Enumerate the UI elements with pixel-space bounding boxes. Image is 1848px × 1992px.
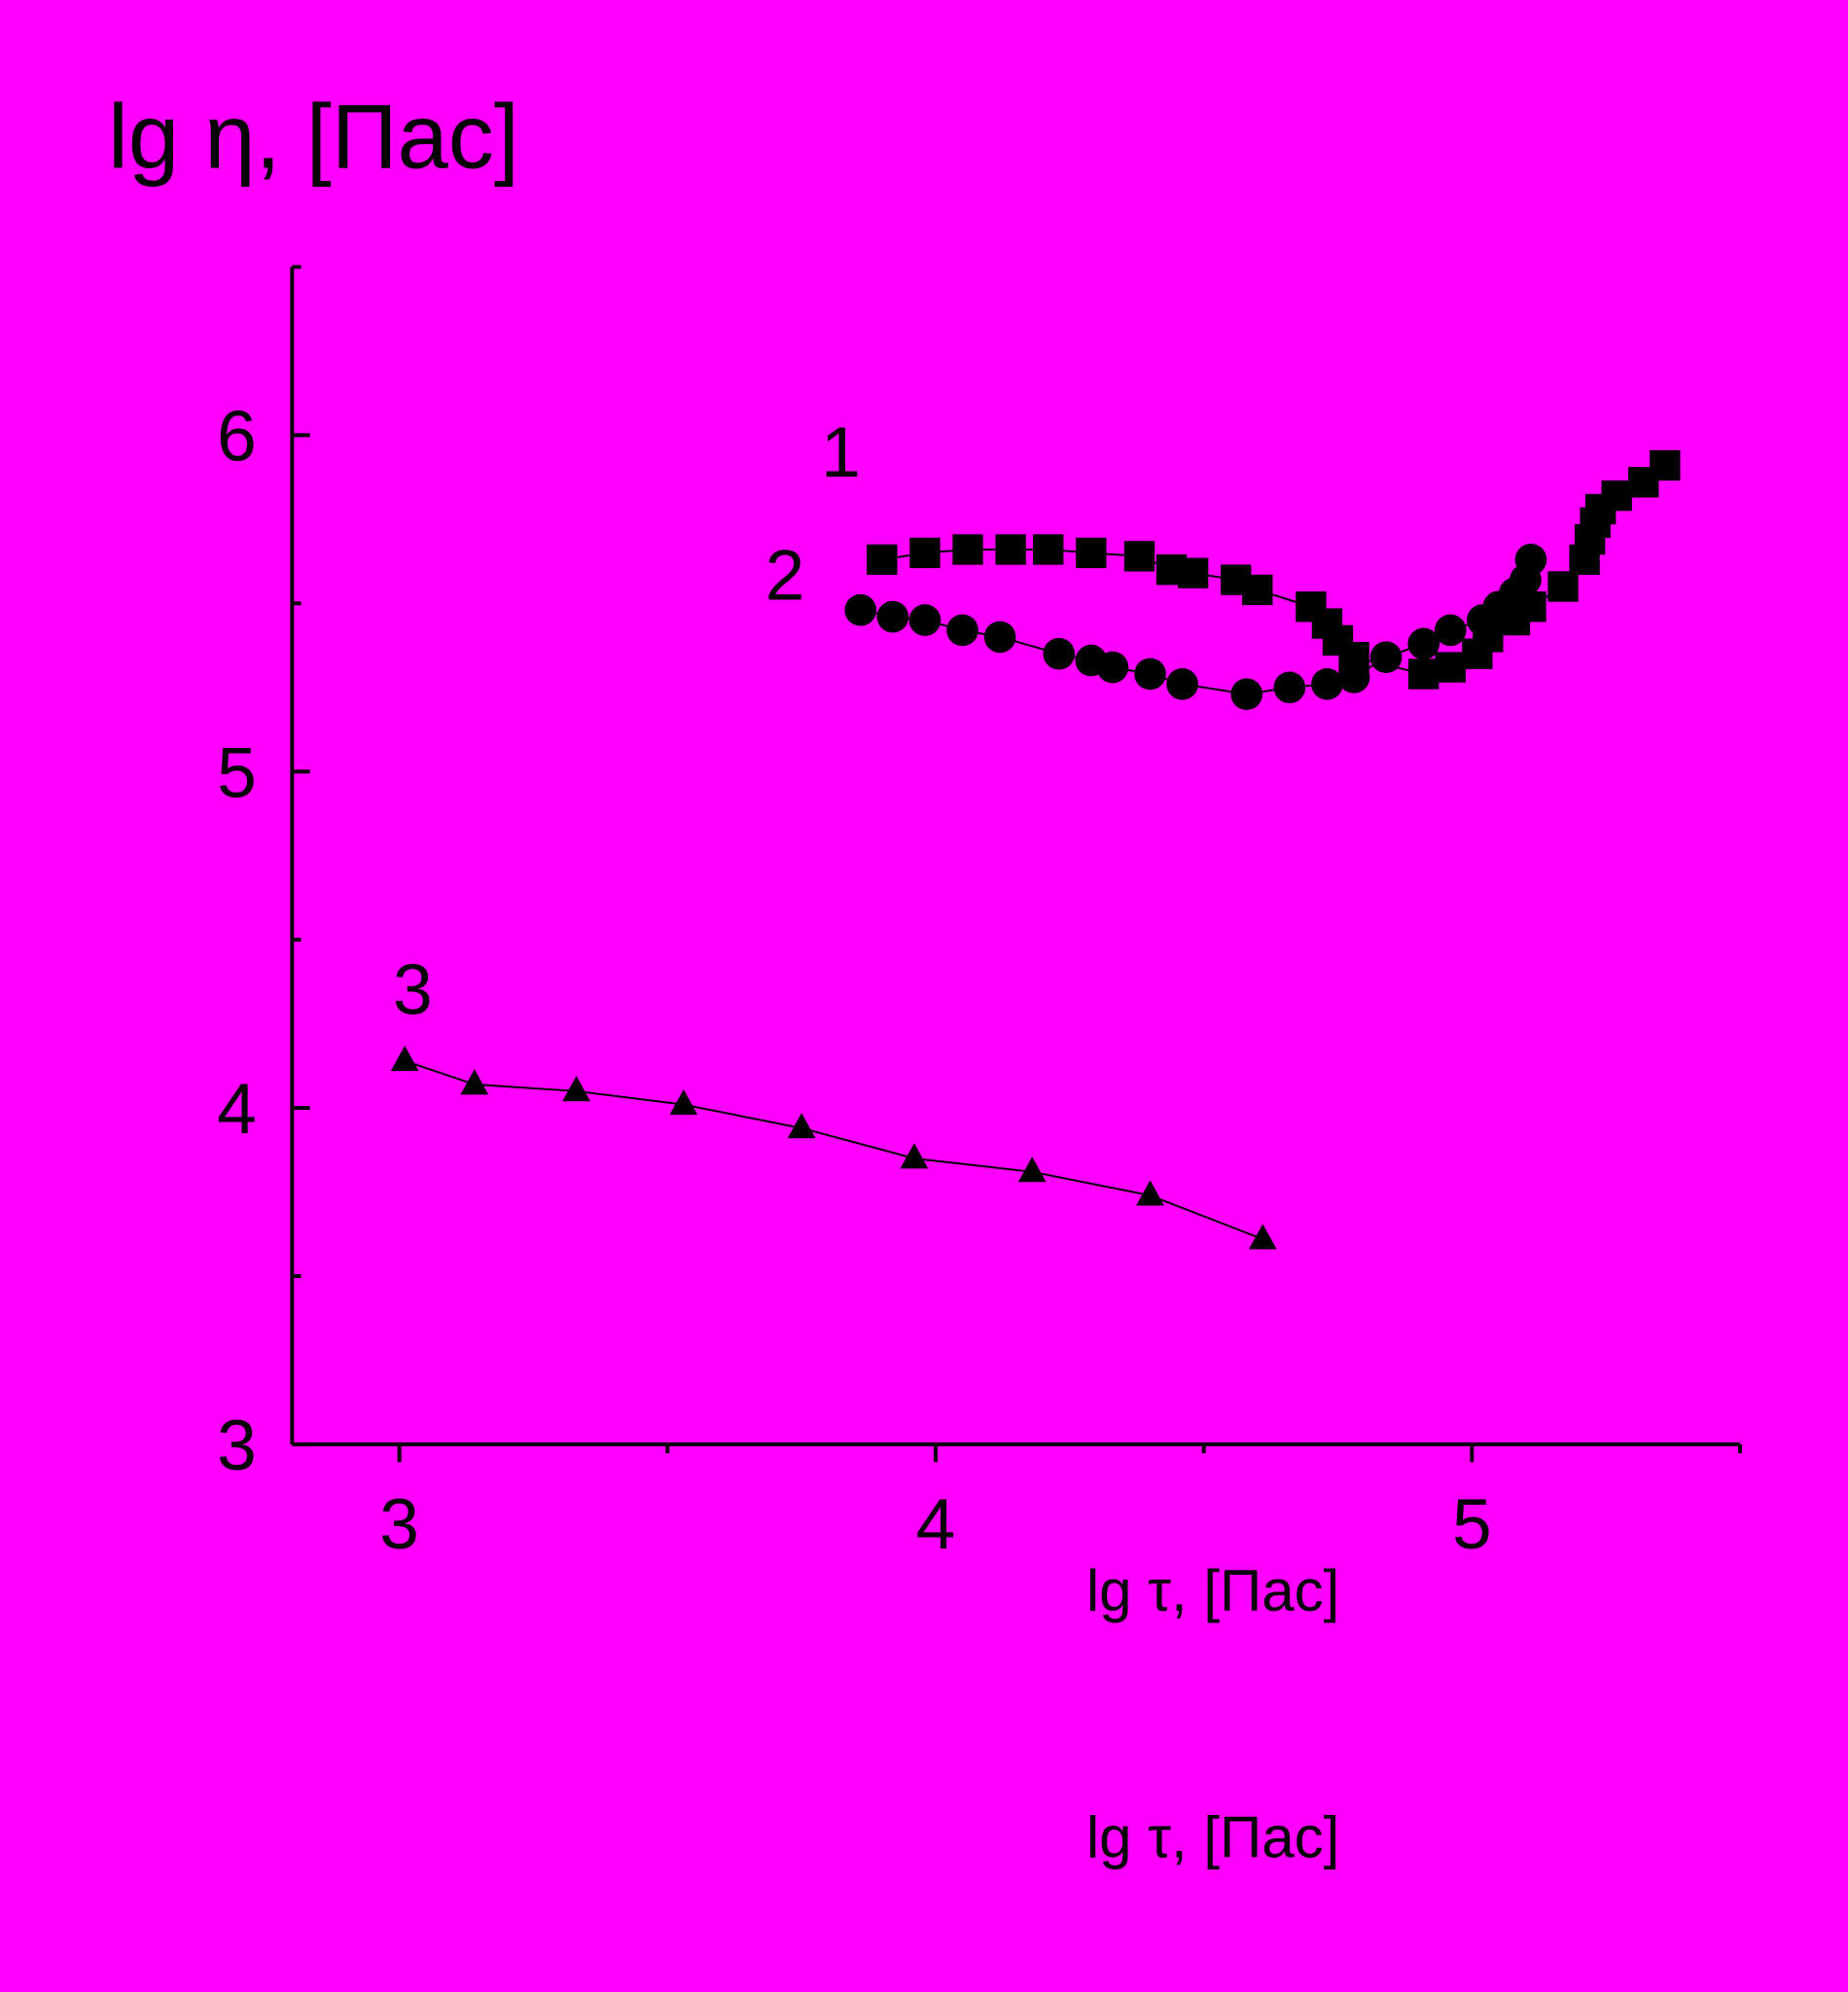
series-label: 1 xyxy=(821,413,861,492)
data-point xyxy=(460,1069,489,1095)
data-point xyxy=(1601,480,1632,512)
y-tick-label: 5 xyxy=(217,733,257,812)
data-point xyxy=(1273,671,1306,704)
series-label: 3 xyxy=(393,950,433,1029)
data-point xyxy=(1547,571,1579,602)
x-tick-label: 5 xyxy=(1452,1485,1492,1564)
y-tick-label: 6 xyxy=(217,397,257,476)
data-point xyxy=(1096,651,1129,684)
data-point xyxy=(1230,678,1263,711)
data-point xyxy=(909,537,941,569)
data-point xyxy=(1166,667,1198,700)
data-point xyxy=(1242,574,1273,606)
data-point xyxy=(844,593,877,626)
data-point xyxy=(1311,667,1343,700)
data-point xyxy=(1514,544,1547,576)
data-point xyxy=(1369,641,1403,673)
data-point xyxy=(900,1143,929,1169)
y-tick-label: 4 xyxy=(217,1070,257,1149)
data-point xyxy=(1408,658,1439,690)
footer-label: lg τ, [Пас] xyxy=(1086,1804,1339,1869)
chart-title: lg η, [Пас] xyxy=(108,86,519,188)
data-point xyxy=(1248,1224,1277,1250)
x-tick-label: 4 xyxy=(916,1485,956,1564)
data-point xyxy=(1337,661,1370,694)
data-point xyxy=(995,534,1026,565)
data-point xyxy=(983,621,1016,654)
data-point xyxy=(1435,652,1466,683)
data-point xyxy=(952,534,983,565)
data-point xyxy=(1650,449,1681,481)
x-tick-label: 3 xyxy=(379,1485,419,1564)
series-label: 2 xyxy=(765,537,805,616)
data-point xyxy=(1043,637,1076,670)
data-point xyxy=(908,604,942,636)
data-point xyxy=(1076,537,1107,569)
data-point xyxy=(1123,541,1155,572)
data-point xyxy=(1134,658,1166,691)
data-point xyxy=(946,614,978,647)
data-point xyxy=(390,1046,419,1072)
data-point xyxy=(1434,614,1467,647)
data-point xyxy=(1177,557,1209,588)
data-point xyxy=(787,1113,816,1139)
data-point xyxy=(1407,627,1440,660)
data-point xyxy=(867,544,898,576)
y-tick-label: 3 xyxy=(217,1406,257,1485)
data-point xyxy=(1136,1180,1164,1206)
data-point xyxy=(669,1088,698,1116)
x-axis-label: lg τ, [Пас] xyxy=(1086,1558,1339,1623)
data-point xyxy=(1017,1156,1047,1183)
data-point xyxy=(562,1076,590,1102)
data-point xyxy=(876,600,909,633)
data-point xyxy=(1033,534,1064,565)
